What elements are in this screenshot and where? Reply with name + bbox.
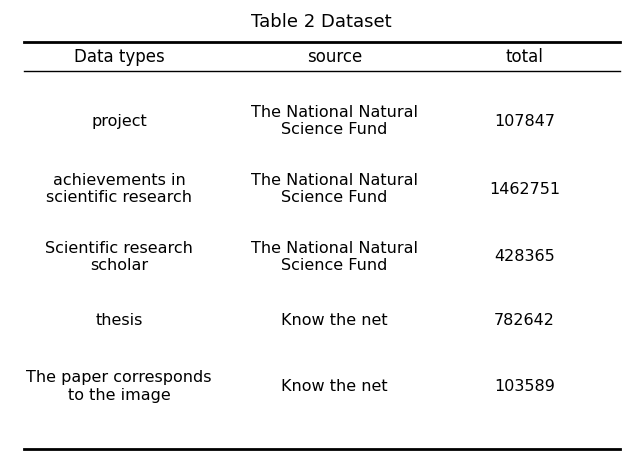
Text: The National Natural
Science Fund: The National Natural Science Fund — [251, 241, 418, 273]
Text: The paper corresponds
to the image: The paper corresponds to the image — [26, 370, 212, 403]
Text: 103589: 103589 — [494, 379, 555, 394]
Text: The National Natural
Science Fund: The National Natural Science Fund — [251, 105, 418, 137]
Text: thesis: thesis — [95, 313, 143, 328]
Text: Know the net: Know the net — [281, 379, 388, 394]
Text: 107847: 107847 — [494, 114, 555, 129]
Text: 1462751: 1462751 — [489, 182, 560, 197]
Text: Scientific research
scholar: Scientific research scholar — [45, 241, 193, 273]
Text: total: total — [506, 48, 543, 66]
Text: Data types: Data types — [74, 48, 164, 66]
Text: 428365: 428365 — [494, 249, 555, 264]
Text: Table 2 Dataset: Table 2 Dataset — [252, 13, 392, 31]
Text: 782642: 782642 — [494, 313, 555, 328]
Text: Know the net: Know the net — [281, 313, 388, 328]
Text: project: project — [91, 114, 147, 129]
Text: achievements in
scientific research: achievements in scientific research — [46, 173, 192, 205]
Text: source: source — [307, 48, 362, 66]
Text: The National Natural
Science Fund: The National Natural Science Fund — [251, 173, 418, 205]
